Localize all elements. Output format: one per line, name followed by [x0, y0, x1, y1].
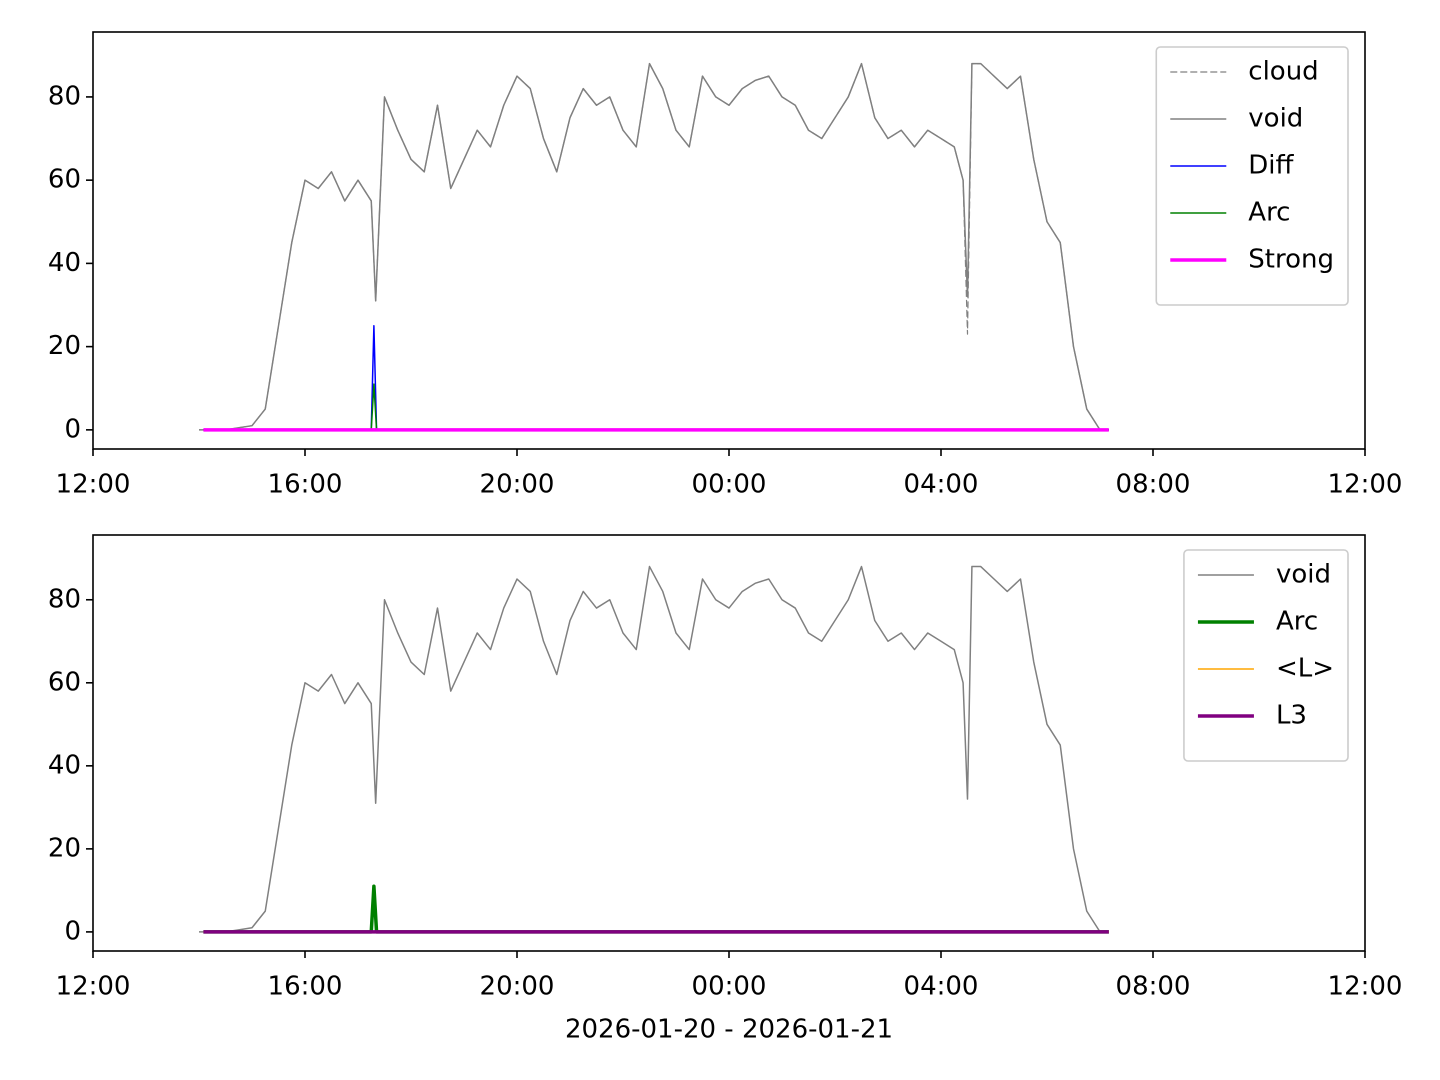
x-tick-label: 12:00 [56, 470, 131, 500]
series-line [203, 884, 1109, 934]
legend-label: <L> [1276, 654, 1334, 684]
y-tick-label: 20 [48, 833, 81, 863]
x-tick-label: 04:00 [904, 470, 979, 500]
x-tick-label: 00:00 [692, 972, 767, 1002]
legend: cloud void Diff Arc Strong [1155, 46, 1349, 306]
axes-frame [92, 534, 1366, 952]
series-line [203, 325, 1109, 431]
axes: 0 20 40 60 80 12:00 16:00 20:00 00:00 04:00 08:00 1… [48, 534, 1403, 1045]
series-line [199, 63, 1109, 431]
x-tick-label: 08:00 [1116, 972, 1191, 1002]
y-tick-label: 20 [48, 331, 81, 361]
x-tick-label: 12:00 [56, 972, 131, 1002]
x-tick-label: 12:00 [1328, 470, 1403, 500]
y-tick-label: 60 [48, 667, 81, 697]
legend-label: Diff [1248, 151, 1294, 181]
x-tick-label: 00:00 [692, 470, 767, 500]
y-tick-label: 40 [48, 750, 81, 780]
x-tick-label: 04:00 [904, 972, 979, 1002]
x-tick-label: 16:00 [268, 470, 343, 500]
y-tick-label: 80 [48, 584, 81, 614]
y-tick-label: 0 [64, 916, 81, 946]
series-line [203, 383, 1109, 431]
legend-frame [1155, 46, 1349, 306]
series-line [199, 62, 1109, 431]
y-tick-label: 0 [64, 414, 81, 444]
legend-label: Strong [1248, 245, 1334, 275]
legend-label: Arc [1276, 607, 1318, 637]
y-tick-label: 40 [48, 248, 81, 278]
axes: 0 20 40 60 80 12:00 16:00 20:00 00:00 04:00 08:00 1… [48, 31, 1403, 500]
legend-label: L3 [1276, 701, 1307, 731]
legend-frame [1183, 549, 1349, 762]
legend-label: void [1248, 104, 1303, 134]
legend-label: void [1276, 560, 1331, 590]
series-line [199, 565, 1109, 933]
legend-label: cloud [1248, 57, 1318, 87]
y-tick-label: 80 [48, 81, 81, 111]
x-tick-label: 20:00 [480, 972, 555, 1002]
x-tick-label: 20:00 [480, 470, 555, 500]
legend: void Arc <L> L3 [1183, 549, 1349, 762]
x-tick-label: 08:00 [1116, 470, 1191, 500]
legend-label: Arc [1248, 198, 1290, 228]
y-tick-label: 60 [48, 165, 81, 195]
x-axis-label: 2026-01-20 - 2026-01-21 [565, 1015, 893, 1045]
x-tick-label: 16:00 [268, 972, 343, 1002]
x-tick-label: 12:00 [1328, 972, 1403, 1002]
